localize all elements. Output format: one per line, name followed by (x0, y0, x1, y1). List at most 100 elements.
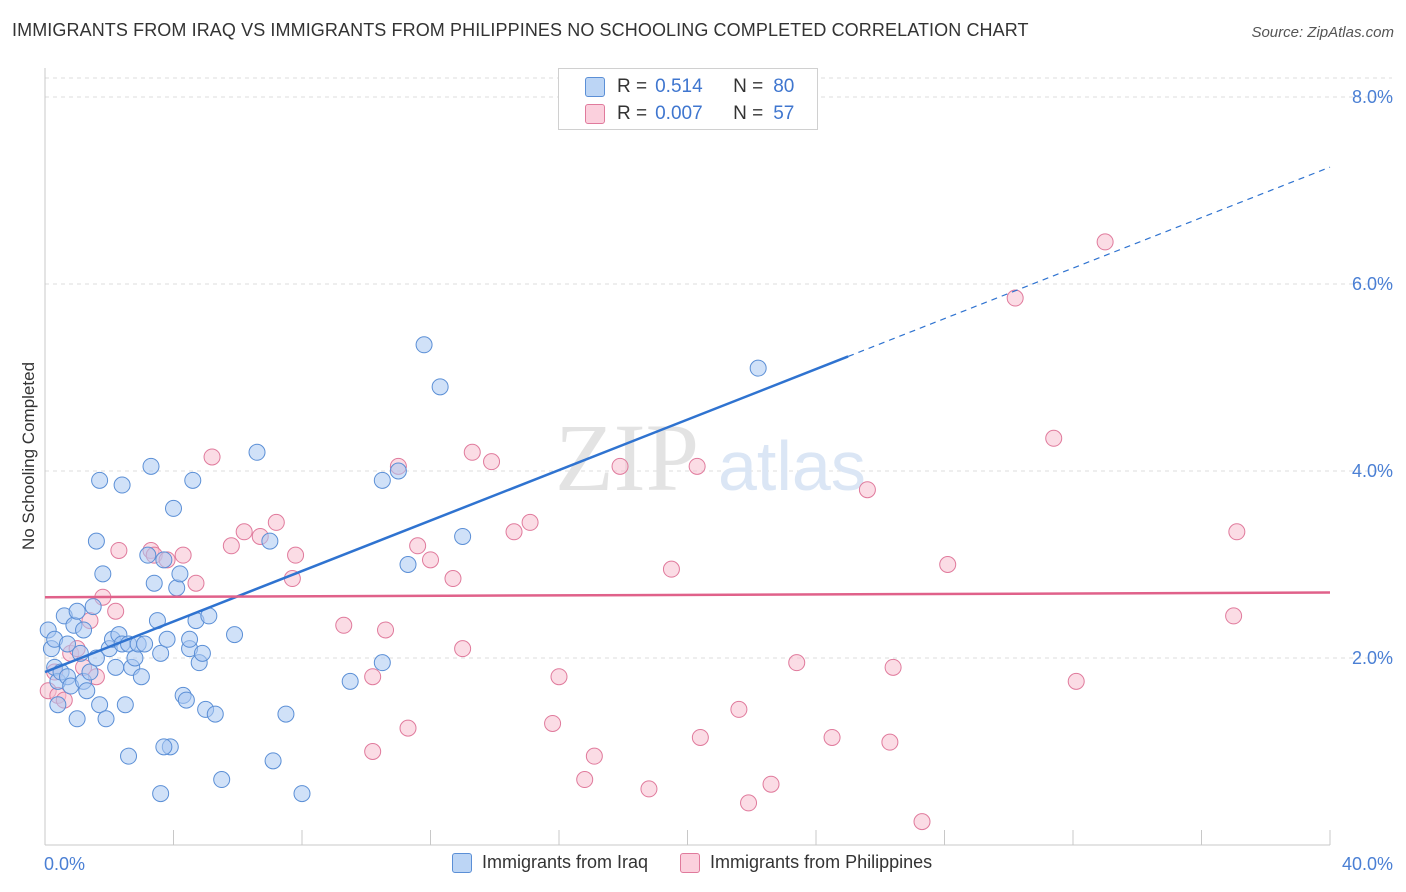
point-iraq (248, 443, 266, 461)
iraq-swatch (585, 77, 605, 97)
point-philippines (463, 443, 481, 461)
iraq-r-label: R = (617, 76, 648, 97)
stats-row-philippines: R = 0.007 N = 57 (585, 101, 794, 127)
point-philippines (550, 668, 568, 686)
y-axis-label: No Schooling Completed (19, 362, 38, 550)
legend-label-philippines: Immigrants from Philippines (710, 852, 933, 872)
point-iraq (277, 705, 295, 723)
y-tick-label: 6.0% (1352, 274, 1393, 294)
legend-label-iraq: Immigrants from Iraq (482, 852, 649, 872)
point-philippines (881, 733, 899, 751)
point-iraq (177, 691, 195, 709)
axes (44, 68, 1331, 846)
watermark-atlas: atlas (718, 427, 866, 505)
point-philippines (1045, 429, 1063, 447)
point-iraq (168, 579, 186, 597)
point-iraq (139, 546, 157, 564)
point-philippines (1225, 607, 1243, 625)
point-iraq (389, 462, 407, 480)
y-tick-label: 4.0% (1352, 461, 1393, 481)
point-philippines (858, 481, 876, 499)
point-iraq (373, 654, 391, 672)
point-iraq (142, 457, 160, 475)
y-tick-label: 8.0% (1352, 87, 1393, 107)
point-iraq (158, 630, 176, 648)
point-philippines (422, 551, 439, 569)
point-philippines (267, 513, 285, 531)
point-iraq (155, 551, 173, 569)
point-philippines (939, 556, 957, 573)
grid-lines (45, 77, 1392, 659)
point-iraq (415, 336, 433, 354)
legend-item-iraq: Immigrants from Iraq (452, 852, 648, 873)
point-iraq (84, 598, 102, 616)
point-iraq (431, 378, 449, 396)
point-philippines (576, 771, 594, 789)
point-philippines (730, 700, 748, 718)
point-iraq (78, 682, 96, 700)
point-iraq (293, 785, 311, 803)
point-philippines (823, 728, 841, 746)
point-iraq (261, 532, 279, 550)
point-iraq (68, 710, 86, 728)
chart-title: IMMIGRANTS FROM IRAQ VS IMMIGRANTS FROM … (12, 20, 1029, 40)
point-iraq (68, 602, 86, 620)
point-philippines (505, 523, 523, 541)
trendlines (44, 166, 1331, 674)
philippines-swatch (585, 104, 605, 124)
point-iraq (171, 565, 189, 583)
point-philippines (611, 457, 629, 475)
point-philippines (1228, 523, 1246, 541)
point-philippines (235, 523, 253, 541)
philippines-r-label: R = (617, 103, 648, 124)
point-philippines (762, 775, 780, 793)
point-iraq (81, 663, 99, 681)
point-philippines (287, 546, 305, 564)
series-iraq (39, 336, 767, 803)
point-iraq (184, 471, 202, 489)
point-philippines (335, 616, 353, 634)
trendline-iraq-extension (847, 166, 1331, 358)
point-iraq (145, 574, 163, 592)
point-iraq (213, 771, 231, 789)
point-iraq (749, 359, 767, 377)
x-tick-label: 40.0% (1342, 854, 1393, 874)
point-iraq (181, 630, 199, 648)
point-iraq (113, 476, 131, 494)
point-philippines (521, 513, 539, 531)
point-philippines (788, 654, 806, 672)
point-iraq (132, 668, 150, 686)
point-philippines (107, 602, 125, 620)
point-philippines (377, 621, 395, 639)
watermark: ZIP atlas (555, 404, 866, 511)
iraq-n-label: N = (733, 76, 764, 97)
point-iraq (152, 785, 170, 803)
legend-swatch-iraq (452, 852, 472, 873)
point-iraq (341, 672, 359, 690)
point-philippines (110, 541, 128, 559)
point-philippines (585, 747, 603, 765)
point-iraq (94, 565, 112, 583)
iraq-r-value: 0.514 (655, 76, 703, 97)
philippines-n-label: N = (733, 103, 764, 124)
point-philippines (740, 794, 758, 812)
philippines-r-value: 0.007 (655, 103, 703, 124)
point-philippines (444, 570, 462, 588)
point-iraq (226, 626, 244, 644)
point-philippines (483, 453, 501, 471)
point-iraq (97, 710, 115, 728)
point-iraq (91, 471, 109, 489)
point-philippines (662, 560, 680, 578)
point-philippines (544, 714, 562, 732)
point-philippines (364, 743, 382, 760)
legend-swatch-philippines (680, 852, 701, 873)
point-iraq (206, 705, 224, 723)
point-iraq (58, 635, 76, 653)
stats-row-iraq: R = 0.514 N = 80 (585, 74, 794, 100)
point-philippines (691, 728, 709, 746)
watermark-zip: ZIP (555, 404, 699, 511)
point-philippines (884, 658, 902, 676)
point-iraq (49, 696, 67, 714)
point-iraq (373, 471, 391, 489)
